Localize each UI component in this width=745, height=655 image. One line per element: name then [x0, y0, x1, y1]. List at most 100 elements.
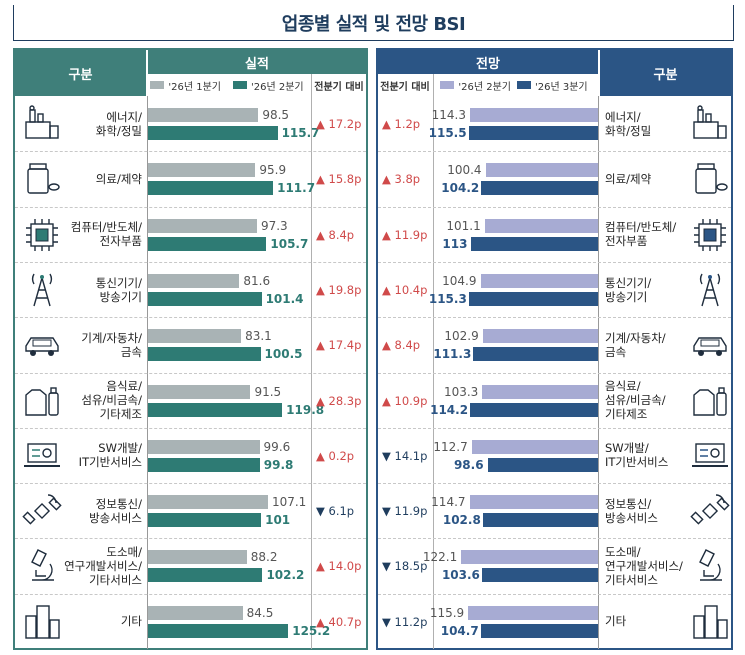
outlook-curr-bar [468, 126, 598, 140]
outlook-prev-value: 122.1 [422, 550, 458, 565]
outlook-curr-value: 114.2 [430, 402, 469, 417]
actual-prev-value: 81.6 [243, 273, 271, 288]
outlook-panel [376, 48, 733, 650]
actual-prev-value: 95.9 [259, 163, 287, 178]
legend-outlook-prev-label: '26년 2분기 [458, 81, 511, 93]
buildings-icon [22, 602, 62, 642]
category-label-left: 음식료/ 섬유/비금속/ 기타제조 [81, 379, 142, 422]
actual-curr-bar [148, 568, 263, 583]
outlook-prev-bar [461, 550, 598, 565]
actual-change-value: ▲ 17.2p [316, 117, 362, 131]
category-label-left: 기타 [120, 614, 142, 629]
actual-change-separator [311, 74, 312, 649]
outlook-change-value: ▲ 10.4p [382, 282, 428, 297]
actual-change-value: ▲ 8.4p [316, 227, 355, 242]
outlook-prev-value: 101.1 [446, 218, 481, 233]
outlook-curr-value: 104.7 [440, 623, 479, 638]
row-separator-right [378, 427, 731, 429]
actual-curr-bar [148, 181, 274, 196]
category-label-left: 정보통신/ 방송서비스 [89, 496, 142, 525]
actual-prev-value: 98.5 [262, 108, 290, 122]
legend-actual-curr-label: '26년 2분기 [251, 81, 304, 93]
legend-outlook-curr-swatch [517, 81, 531, 89]
category-label-right: 컴퓨터/반도체/ 전자부품 [605, 220, 677, 249]
actual-prev-bar [148, 384, 251, 399]
actual-change-value: ▲ 15.8p [316, 172, 362, 187]
category-label-right: 에너지/ 화학/정밀 [605, 109, 652, 138]
outlook-legend: '26년 2분기 '26년 3분기 [436, 74, 598, 96]
outlook-prev-bar [482, 329, 598, 344]
actual-curr-bar [148, 402, 283, 417]
actual-prev-bar [148, 273, 240, 288]
actual-prev-value: 97.3 [260, 218, 288, 233]
category-label-right: SW개발/ IT기반서비스 [605, 441, 669, 470]
row-separator-right [378, 538, 731, 540]
row-separator-right [378, 483, 731, 485]
actual-prev-value: 88.2 [250, 550, 278, 565]
category-label-right: 의료/제약 [605, 171, 652, 186]
row-separator-left [15, 206, 366, 208]
outlook-prev-bar [471, 439, 598, 454]
row-separator-left [15, 317, 366, 319]
category-label-right: 음식료/ 섬유/비금속/ 기타제조 [605, 379, 666, 422]
outlook-prev-bar [484, 218, 598, 233]
actual-header: 실적 [148, 50, 366, 74]
actual-prev-bar [148, 550, 247, 565]
legend-outlook-prev-swatch [440, 81, 455, 89]
actual-curr-bar [148, 513, 262, 528]
laptop-gear-icon [690, 436, 730, 476]
actual-curr-value: 111.7 [277, 181, 316, 196]
row-separator-right [378, 593, 731, 595]
row-separator-right [378, 372, 731, 374]
legend-actual-curr-swatch [233, 81, 247, 89]
actual-curr-value: 119.8 [286, 402, 325, 417]
chip-icon [22, 215, 62, 255]
outlook-prev-value: 112.7 [433, 439, 468, 454]
chart-title: 업종별 실적 및 전망 BSI [281, 13, 466, 35]
actual-prev-value: 99.6 [263, 439, 291, 454]
actual-curr-value: 125.2 [292, 623, 331, 638]
category-label-left: 통신기기/ 방송기기 [95, 275, 142, 304]
row-separator-left [15, 593, 366, 595]
outlook-curr-value: 115.5 [428, 126, 467, 140]
actual-change-value: ▼ 6.1p [316, 504, 355, 519]
category-label-left: SW개발/ IT기반서비스 [78, 441, 142, 470]
legend-outlook-curr-label: '26년 3분기 [535, 81, 588, 93]
actual-curr-bar [148, 126, 278, 140]
outlook-prev-value: 114.3 [431, 108, 466, 122]
actual-curr-bar [148, 291, 262, 306]
outlook-curr-value: 113 [442, 236, 468, 251]
bottle-shirt-icon [22, 381, 62, 421]
outlook-curr-bar [471, 236, 598, 251]
actual-change-value: ▲ 40.7p [316, 614, 362, 629]
antenna-tower-icon [22, 270, 62, 310]
outlook-curr-bar [481, 181, 598, 196]
right-category-header: 구분 [600, 50, 731, 96]
actual-curr-value: 101.4 [265, 291, 304, 306]
actual-panel [13, 48, 368, 650]
left-category-header: 구분 [15, 50, 146, 96]
category-label-left: 에너지/ 화학/정밀 [95, 109, 142, 138]
category-label-right: 정보통신/ 방송서비스 [605, 496, 658, 525]
actual-prev-value: 83.1 [245, 329, 272, 344]
medicine-icon [22, 159, 62, 199]
category-label-left: 기계/자동차/ 금속 [81, 330, 142, 359]
category-label-right: 통신기기/ 방송기기 [605, 275, 652, 304]
actual-prev-bar [148, 605, 243, 620]
outlook-prev-bar [469, 108, 598, 122]
microscope-icon [22, 546, 62, 586]
row-separator-left [15, 151, 366, 153]
outlook-prev-value: 102.9 [444, 329, 479, 344]
category-label-left: 의료/제약 [95, 171, 142, 186]
antenna-tower-icon [690, 270, 730, 310]
satellite-icon [22, 491, 62, 531]
actual-curr-value: 99.8 [263, 457, 294, 472]
actual-change-value: ▲ 28.3p [316, 393, 362, 408]
actual-legend: '26년 1분기 '26년 2분기 [150, 74, 310, 96]
actual-prev-bar [148, 108, 259, 122]
row-separator-left [15, 538, 366, 540]
actual-curr-bar [148, 457, 260, 472]
legend-actual-curr: '26년 2분기 [233, 78, 304, 93]
outlook-prev-value: 103.3 [443, 384, 479, 399]
category-label-left: 컴퓨터/반도체/ 전자부품 [70, 220, 142, 249]
